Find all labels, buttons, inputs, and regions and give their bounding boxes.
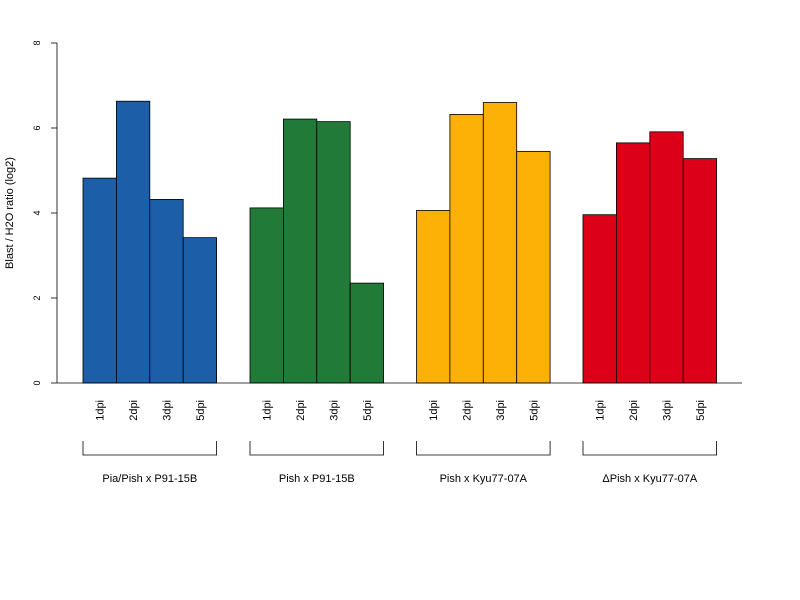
bar	[516, 150, 551, 384]
group-label: ΔPish x Kyu77-07A	[602, 473, 697, 485]
bar	[616, 142, 651, 384]
group-label: Pish x P91-15B	[279, 473, 355, 485]
y-axis-title: Blast / H2O ratio (log2)	[4, 157, 16, 269]
x-tick-label: 5dpi	[362, 400, 374, 421]
group-label: Pish x Kyu77-07A	[440, 473, 528, 485]
axes-layer	[51, 42, 742, 456]
group-bracket	[582, 441, 717, 456]
bar	[282, 118, 318, 384]
bar	[449, 114, 484, 384]
x-tick-label: 3dpi	[329, 400, 341, 421]
x-tick-label: 3dpi	[495, 400, 507, 421]
group-label: Pia/Pish x P91-15B	[102, 473, 197, 485]
bar	[649, 131, 684, 384]
bar	[116, 100, 151, 384]
group-bracket	[82, 441, 217, 456]
x-tick-label: 2dpi	[128, 400, 140, 421]
group-bracket	[416, 441, 551, 456]
bar	[482, 102, 518, 384]
y-tick-label: 4	[32, 210, 42, 215]
bar	[582, 214, 617, 384]
x-tick-label: 5dpi	[195, 400, 207, 421]
bar	[682, 158, 718, 384]
bar	[416, 210, 451, 384]
y-tick-label: 2	[32, 295, 42, 300]
bar	[149, 198, 184, 384]
bar	[349, 282, 385, 384]
bar	[249, 207, 284, 384]
y-tick-label: 0	[32, 380, 42, 385]
x-tick-label: 5dpi	[528, 400, 540, 421]
x-tick-label: 5dpi	[695, 400, 707, 421]
y-tick-label: 6	[32, 125, 42, 130]
x-tick-label: 2dpi	[295, 400, 307, 421]
x-tick-label: 1dpi	[428, 400, 440, 421]
group-bracket	[249, 441, 384, 456]
labels-layer: 1dpi 2dpi 3dpi 5dpi Pia/Pish x P91-15B 1dpi 2d…	[32, 40, 707, 485]
x-tick-label: 1dpi	[262, 400, 274, 421]
x-tick-label: 2dpi	[462, 400, 474, 421]
x-tick-label: 1dpi	[595, 400, 607, 421]
y-tick-label: 8	[32, 40, 42, 45]
x-tick-label: 2dpi	[628, 400, 640, 421]
bars-layer	[82, 100, 718, 384]
x-tick-label: 1dpi	[95, 400, 107, 421]
bar	[316, 121, 351, 384]
bar	[182, 237, 217, 384]
x-tick-label: 3dpi	[162, 400, 174, 421]
x-tick-label: 3dpi	[662, 400, 674, 421]
bar	[82, 177, 117, 384]
